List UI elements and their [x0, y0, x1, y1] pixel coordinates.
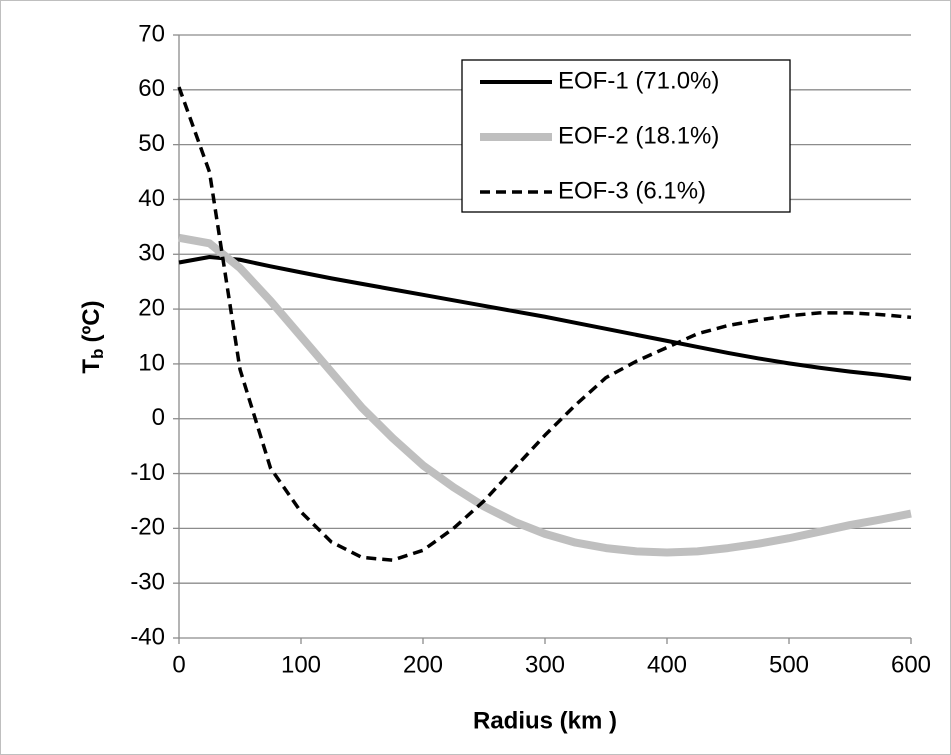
legend-label: EOF-2 (18.1%) [558, 122, 719, 149]
legend-label: EOF-3 (6.1%) [558, 177, 706, 204]
y-axis-title: Tb (ºC) [78, 300, 107, 373]
y-tick-label: 0 [152, 404, 165, 431]
x-tick-label: 200 [403, 651, 443, 678]
x-tick-label: 500 [769, 651, 809, 678]
legend-label: EOF-1 (71.0%) [558, 67, 719, 94]
y-tick-label: -30 [130, 569, 165, 596]
y-tick-label: -40 [130, 623, 165, 650]
y-axis-symbol: T [78, 359, 105, 374]
y-tick-label: 50 [138, 130, 165, 157]
x-tick-label: 400 [647, 651, 687, 678]
y-tick-label: -10 [130, 459, 165, 486]
y-tick-label: 60 [138, 75, 165, 102]
x-axis-title: Radius (km ) [473, 707, 617, 734]
series-line [178, 233, 912, 557]
x-tick-label: 100 [281, 651, 321, 678]
y-tick-label: -20 [130, 514, 165, 541]
x-tick-label: 0 [172, 651, 185, 678]
y-tick-label: 10 [138, 349, 165, 376]
y-axis-subscript: b [88, 349, 107, 359]
y-tick-label: 30 [138, 240, 165, 267]
y-tick-label: 40 [138, 185, 165, 212]
y-tick-label: 70 [138, 20, 165, 47]
x-tick-label: 300 [525, 651, 565, 678]
series-line [178, 255, 912, 381]
x-tick-label: 600 [891, 651, 931, 678]
y-tick-label: 20 [138, 294, 165, 321]
y-axis-unit: (ºC) [78, 300, 105, 342]
series-line [177, 86, 912, 562]
